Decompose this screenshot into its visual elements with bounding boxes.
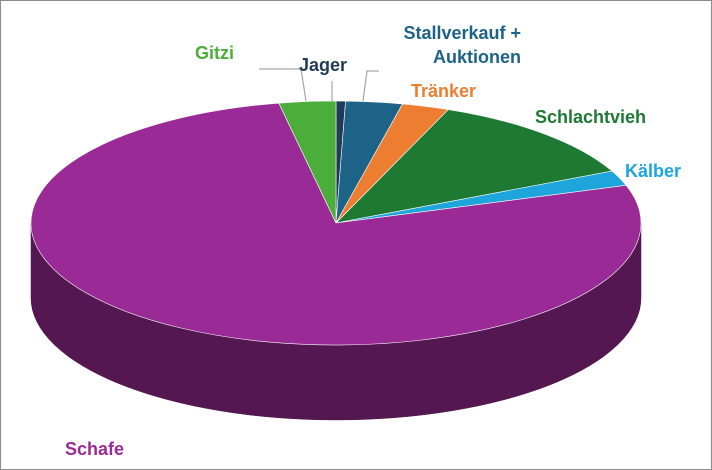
pie-slice xyxy=(335,109,613,224)
pie-slice xyxy=(30,102,642,346)
slice-label: Schlachtvieh xyxy=(535,107,647,127)
slice-label: Tränker xyxy=(411,81,477,101)
slice-label: Schafe xyxy=(65,439,125,459)
leader-line xyxy=(362,70,379,102)
pie-tops xyxy=(30,100,642,346)
slice-label: Kälber xyxy=(625,161,682,181)
slice-label: Stallverkauf + Auktionen xyxy=(403,23,521,67)
slice-label: Gitzi xyxy=(195,43,234,63)
pie-slice xyxy=(278,100,337,224)
leader-line xyxy=(259,68,307,102)
slice-label: Jager xyxy=(299,55,348,75)
